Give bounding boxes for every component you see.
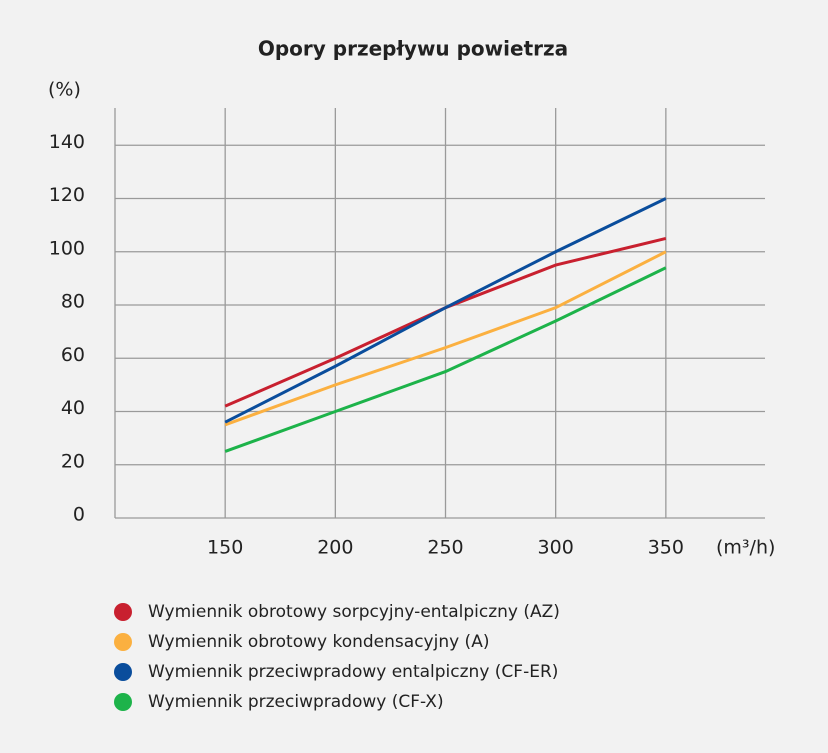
y-tick-label: 20: [61, 450, 85, 472]
y-tick-label: 80: [61, 291, 85, 313]
x-tick-label: 350: [648, 537, 684, 559]
y-tick-label: 100: [49, 237, 85, 259]
legend-marker: [114, 603, 132, 621]
chart-title: Opory przepływu powietrza: [258, 37, 568, 61]
legend-marker: [114, 693, 132, 711]
y-tick-label: 140: [49, 131, 85, 153]
x-axis-label: (m³/h): [716, 537, 775, 559]
x-tick-label: 150: [207, 537, 243, 559]
legend-label: Wymiennik obrotowy kondensacyjny (A): [148, 632, 489, 652]
x-tick-label: 250: [427, 537, 463, 559]
y-axis-label: (%): [48, 79, 81, 101]
series-line: [224, 266, 667, 453]
y-tick-label: 120: [49, 184, 85, 206]
series-line: [224, 250, 667, 427]
series-line: [224, 197, 667, 424]
legend-label: Wymiennik przeciwpradowy (CF-X): [148, 692, 444, 712]
legend-label: Wymiennik przeciwpradowy entalpiczny (CF…: [148, 662, 558, 682]
legend-label: Wymiennik obrotowy sorpcyjny-entalpiczny…: [148, 602, 560, 622]
legend-marker: [114, 633, 132, 651]
y-tick-label: 0: [73, 504, 85, 526]
y-tick-label: 40: [61, 397, 85, 419]
x-tick-label: 300: [538, 537, 574, 559]
legend-marker: [114, 663, 132, 681]
y-tick-label: 60: [61, 344, 85, 366]
x-tick-label: 200: [317, 537, 353, 559]
